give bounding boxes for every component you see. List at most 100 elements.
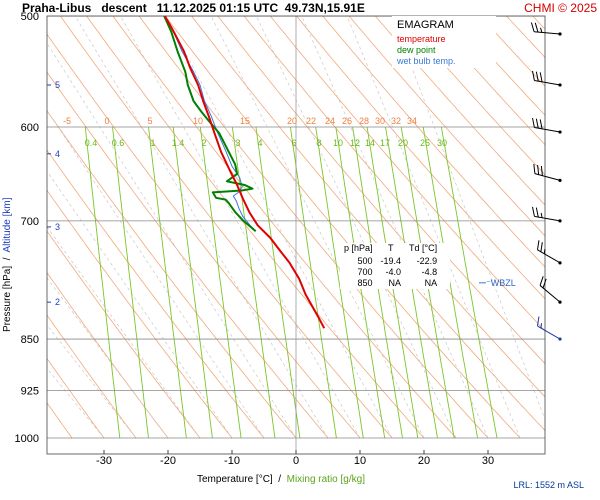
dry-adiabat-label: 30 [375,116,385,126]
table-cell: 850 [357,278,373,288]
credit-label: CHMI © 2025 [524,1,597,15]
wind-barb-staff [537,325,561,340]
pressure-tick-label: 700 [21,216,39,228]
wind-barb-station [558,300,562,304]
mixing-ratio-label: 12 [350,138,360,148]
table-cell: NA [424,278,438,288]
wind-barb [533,164,562,182]
wind-barb-feather [540,212,543,218]
dry-adiabat-label: 24 [325,116,335,126]
wind-barb-feather [530,22,535,32]
dry-adiabat-line [479,16,545,87]
dry-adiabat-line [505,16,545,59]
dry-adiabat-line [112,16,457,439]
wind-barb-staff [537,249,561,264]
moist-adiabat-line [165,16,393,439]
mixing-ratio-label: 0.4 [85,138,98,148]
series-dew-point-line [163,15,257,232]
chart-title: Praha-Libus descent 11.12.2025 01:15 UTC… [22,1,365,15]
wind-barb-station [558,261,562,265]
pressure-tick-label: 850 [21,334,39,346]
wind-barb [532,70,562,87]
dry-adiabat-label: 28 [359,116,369,126]
legend: EMAGRAM temperature dew point wet bulb t… [392,16,496,68]
summary-table: p [hPa] T Td [°C] 500 -19.4 -22.9 700 -4… [340,243,450,289]
wind-barb-feather [540,166,543,176]
dry-adiabat-line [191,16,545,432]
mixing-ratio-label: 25 [420,138,430,148]
x-tick-label: 30 [482,455,494,467]
moist-adiabat-line [47,277,169,439]
table-cell: NA [388,278,402,288]
dry-adiabat-line [579,10,600,438]
mixing-ratio-label: 20 [398,138,408,148]
x-tick-label: -10 [224,455,240,467]
wind-barb-feather [536,316,540,327]
x-axis-title: Temperature [°C] / Mixing ratio [g/kg] [197,474,365,485]
mixing-ratio-line [385,126,438,439]
dry-adiabat-label: 0 [104,116,109,126]
wind-barb-staff [534,31,561,35]
wind-barb-staff [534,173,561,181]
wind-barb-feather [540,27,543,33]
legend-item-wetbulb: wet bulb temp. [397,56,456,66]
wind-barb-staff [534,79,561,86]
wind-barb-feather [539,276,544,286]
mixing-ratio-label: 0.6 [112,138,125,148]
moist-adiabat-line [391,16,545,421]
pressure-tick-label: 925 [21,386,39,398]
mixing-ratio-line [335,126,386,439]
wind-barb-feather [543,248,546,254]
dry-adiabat-line [401,16,545,176]
moist-adiabat-line [47,109,265,439]
y-axis-title: Pressure [hPa] / Altitude [km] [2,197,13,332]
mixing-ratio-line [172,126,213,439]
dry-adiabat-label: 10 [193,116,203,126]
moist-adiabat-line [74,16,329,439]
mixing-ratio-line [199,126,242,439]
plot-area [47,10,600,454]
mixing-ratio-label: 8 [316,138,321,148]
dry-adiabat-line [47,230,201,439]
table-cell: -22.9 [416,256,438,266]
mixing-ratio-line [255,126,301,439]
mixing-ratio-line [231,126,276,439]
dry-adiabat-line [47,357,105,439]
mixing-ratio-label: 3 [235,138,240,148]
dry-adiabat-line [47,71,329,439]
dry-adiabat-line [86,16,425,439]
wind-barb-station [558,219,562,223]
dry-adiabat-label: 32 [391,116,401,126]
dry-adiabat-line [374,16,545,206]
moist-adiabat-line [47,42,297,439]
mixing-ratio-label: 10 [333,138,343,148]
moist-adiabat-line [301,16,489,439]
dry-adiabat-line [243,16,545,365]
altitude-tick-label: 2 [55,297,60,307]
table-cell: -4.0 [385,267,402,277]
wind-barb [530,22,562,36]
wind-barb-feather [540,242,543,252]
wind-barb [532,206,562,223]
dry-adiabat-line [47,149,265,439]
legend-item-dewpoint: dew point [397,45,436,55]
wbzl-label: ⁻WBZL [486,278,516,288]
pressure-tick-label: 500 [21,11,39,23]
mixing-ratio-label: 14 [365,138,375,148]
moist-adiabat-line [119,16,361,439]
table-cell: 700 [357,267,373,277]
x-tick-label: -30 [96,455,112,467]
wind-barb-feather [532,206,535,217]
mixing-ratio-line [440,126,498,439]
x-tick-label: -20 [160,455,176,467]
wind-barb-station [558,83,562,87]
wind-barb-feather [535,118,539,129]
wind-barb-staff [534,215,561,222]
dry-adiabat-label: 15 [240,116,250,126]
wind-barb-feather [539,72,543,82]
wind-barb [536,240,562,265]
mixing-ratio-line [84,126,121,439]
dry-adiabat-line [427,16,545,146]
dry-adiabat-line [553,10,600,438]
